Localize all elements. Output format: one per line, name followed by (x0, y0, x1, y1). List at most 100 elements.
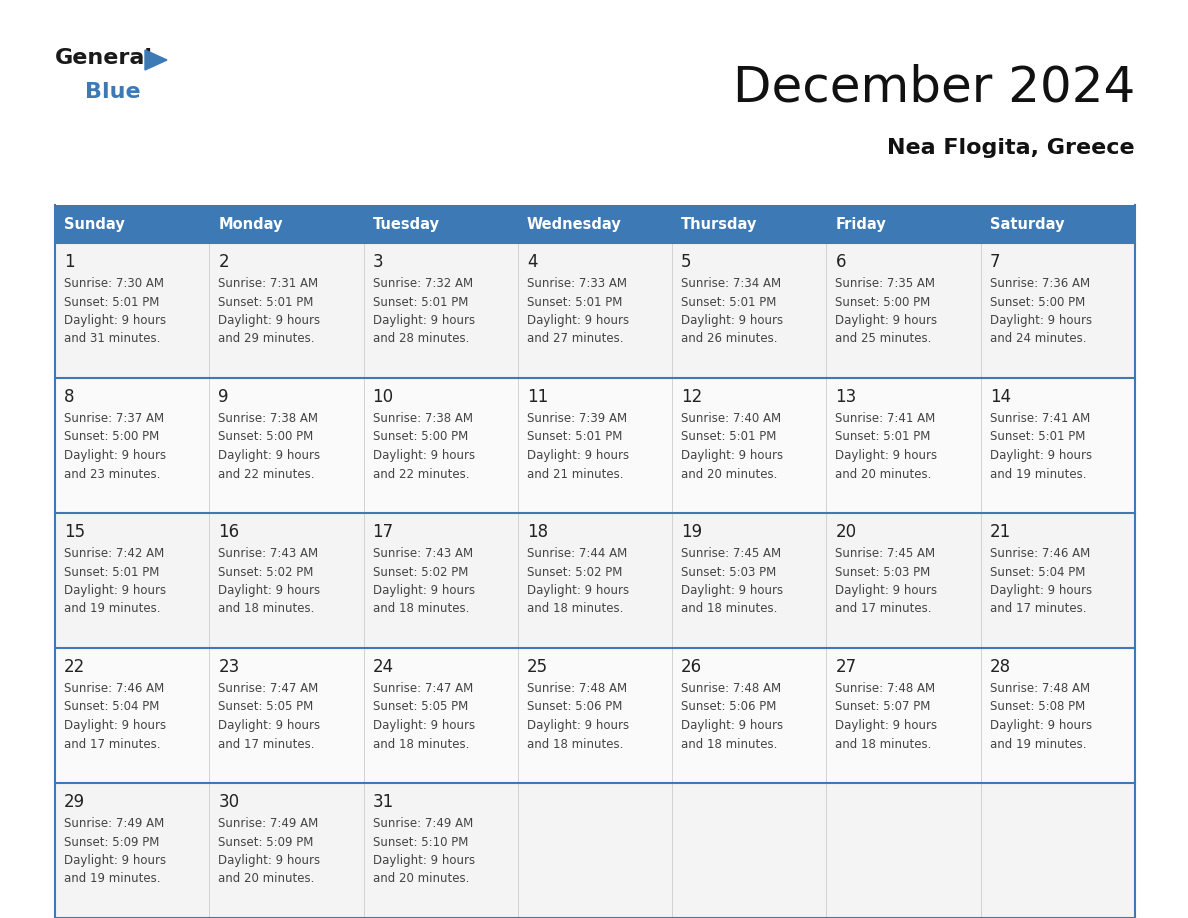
Bar (55, 378, 209, 513)
Text: Daylight: 9 hours: Daylight: 9 hours (219, 719, 321, 732)
Text: and 25 minutes.: and 25 minutes. (835, 332, 931, 345)
Text: Sunrise: 7:33 AM: Sunrise: 7:33 AM (526, 277, 627, 290)
Bar (981, 378, 1135, 513)
Text: 31: 31 (373, 793, 393, 811)
Text: Daylight: 9 hours: Daylight: 9 hours (64, 854, 166, 867)
Text: 20: 20 (835, 523, 857, 541)
Bar (827, 648, 981, 783)
Text: and 18 minutes.: and 18 minutes. (681, 737, 777, 751)
Text: and 21 minutes.: and 21 minutes. (526, 467, 624, 480)
Bar (981, 513, 1135, 648)
Text: 21: 21 (990, 523, 1011, 541)
Text: Sunrise: 7:49 AM: Sunrise: 7:49 AM (219, 817, 318, 830)
Text: Friday: Friday (835, 217, 886, 231)
Bar (364, 205, 518, 243)
Text: Sunrise: 7:43 AM: Sunrise: 7:43 AM (373, 547, 473, 560)
Text: and 18 minutes.: and 18 minutes. (681, 602, 777, 615)
Text: 11: 11 (526, 388, 548, 406)
Text: and 19 minutes.: and 19 minutes. (990, 467, 1086, 480)
Text: 15: 15 (64, 523, 86, 541)
Text: and 18 minutes.: and 18 minutes. (373, 602, 469, 615)
Text: Sunset: 5:05 PM: Sunset: 5:05 PM (219, 700, 314, 713)
Text: Sunset: 5:02 PM: Sunset: 5:02 PM (526, 565, 623, 578)
Bar (672, 513, 827, 648)
Text: Sunset: 5:01 PM: Sunset: 5:01 PM (373, 296, 468, 308)
Text: Sunrise: 7:30 AM: Sunrise: 7:30 AM (64, 277, 164, 290)
Text: Daylight: 9 hours: Daylight: 9 hours (64, 449, 166, 462)
Text: and 18 minutes.: and 18 minutes. (526, 737, 624, 751)
Text: 16: 16 (219, 523, 240, 541)
Bar (364, 243, 518, 378)
Text: Sunset: 5:09 PM: Sunset: 5:09 PM (219, 835, 314, 848)
Text: General: General (55, 48, 153, 68)
Text: 1: 1 (64, 253, 75, 271)
Text: Sunrise: 7:47 AM: Sunrise: 7:47 AM (219, 682, 318, 695)
Text: Daylight: 9 hours: Daylight: 9 hours (526, 719, 628, 732)
Bar (827, 783, 981, 918)
Text: Sunrise: 7:34 AM: Sunrise: 7:34 AM (681, 277, 782, 290)
Text: 10: 10 (373, 388, 393, 406)
Bar (55, 648, 209, 783)
Text: Sunday: Sunday (64, 217, 125, 231)
Text: Daylight: 9 hours: Daylight: 9 hours (681, 719, 783, 732)
Text: Daylight: 9 hours: Daylight: 9 hours (64, 314, 166, 327)
Text: 13: 13 (835, 388, 857, 406)
Bar (55, 243, 209, 378)
Text: Wednesday: Wednesday (526, 217, 621, 231)
Text: 5: 5 (681, 253, 691, 271)
Text: 24: 24 (373, 658, 393, 676)
Text: Sunset: 5:01 PM: Sunset: 5:01 PM (990, 431, 1085, 443)
Bar (518, 378, 672, 513)
Bar (364, 648, 518, 783)
Bar (518, 205, 672, 243)
Text: Daylight: 9 hours: Daylight: 9 hours (219, 584, 321, 597)
Bar (672, 205, 827, 243)
Bar (827, 513, 981, 648)
Bar (55, 513, 209, 648)
Text: Sunrise: 7:32 AM: Sunrise: 7:32 AM (373, 277, 473, 290)
Text: Daylight: 9 hours: Daylight: 9 hours (990, 719, 1092, 732)
Text: Daylight: 9 hours: Daylight: 9 hours (219, 449, 321, 462)
Text: Daylight: 9 hours: Daylight: 9 hours (990, 449, 1092, 462)
Text: and 22 minutes.: and 22 minutes. (373, 467, 469, 480)
Text: Sunrise: 7:36 AM: Sunrise: 7:36 AM (990, 277, 1089, 290)
Text: Sunrise: 7:47 AM: Sunrise: 7:47 AM (373, 682, 473, 695)
Text: Daylight: 9 hours: Daylight: 9 hours (835, 719, 937, 732)
Text: Daylight: 9 hours: Daylight: 9 hours (990, 314, 1092, 327)
Text: 29: 29 (64, 793, 86, 811)
Text: Blue: Blue (86, 82, 140, 102)
Text: 17: 17 (373, 523, 393, 541)
Text: Tuesday: Tuesday (373, 217, 440, 231)
Text: Sunset: 5:01 PM: Sunset: 5:01 PM (64, 565, 159, 578)
Bar (672, 243, 827, 378)
Text: Sunset: 5:03 PM: Sunset: 5:03 PM (835, 565, 930, 578)
Bar (209, 243, 364, 378)
Text: and 18 minutes.: and 18 minutes. (835, 737, 931, 751)
Text: Sunrise: 7:44 AM: Sunrise: 7:44 AM (526, 547, 627, 560)
Text: and 18 minutes.: and 18 minutes. (219, 602, 315, 615)
Text: Thursday: Thursday (681, 217, 758, 231)
Text: Daylight: 9 hours: Daylight: 9 hours (681, 584, 783, 597)
Text: Sunrise: 7:46 AM: Sunrise: 7:46 AM (990, 547, 1089, 560)
Text: 12: 12 (681, 388, 702, 406)
Text: 6: 6 (835, 253, 846, 271)
Bar (518, 648, 672, 783)
Text: and 31 minutes.: and 31 minutes. (64, 332, 160, 345)
Bar (672, 783, 827, 918)
Text: Daylight: 9 hours: Daylight: 9 hours (526, 584, 628, 597)
Text: Sunset: 5:04 PM: Sunset: 5:04 PM (64, 700, 159, 713)
Bar (981, 205, 1135, 243)
Text: and 27 minutes.: and 27 minutes. (526, 332, 624, 345)
Text: 18: 18 (526, 523, 548, 541)
Text: Sunset: 5:01 PM: Sunset: 5:01 PM (681, 431, 777, 443)
Text: Sunset: 5:01 PM: Sunset: 5:01 PM (64, 296, 159, 308)
Text: Daylight: 9 hours: Daylight: 9 hours (373, 314, 475, 327)
Text: Sunset: 5:02 PM: Sunset: 5:02 PM (219, 565, 314, 578)
Text: 9: 9 (219, 388, 229, 406)
Bar (827, 378, 981, 513)
Text: Daylight: 9 hours: Daylight: 9 hours (373, 719, 475, 732)
Text: and 29 minutes.: and 29 minutes. (219, 332, 315, 345)
Text: Sunset: 5:06 PM: Sunset: 5:06 PM (526, 700, 623, 713)
Text: 8: 8 (64, 388, 75, 406)
Text: 7: 7 (990, 253, 1000, 271)
